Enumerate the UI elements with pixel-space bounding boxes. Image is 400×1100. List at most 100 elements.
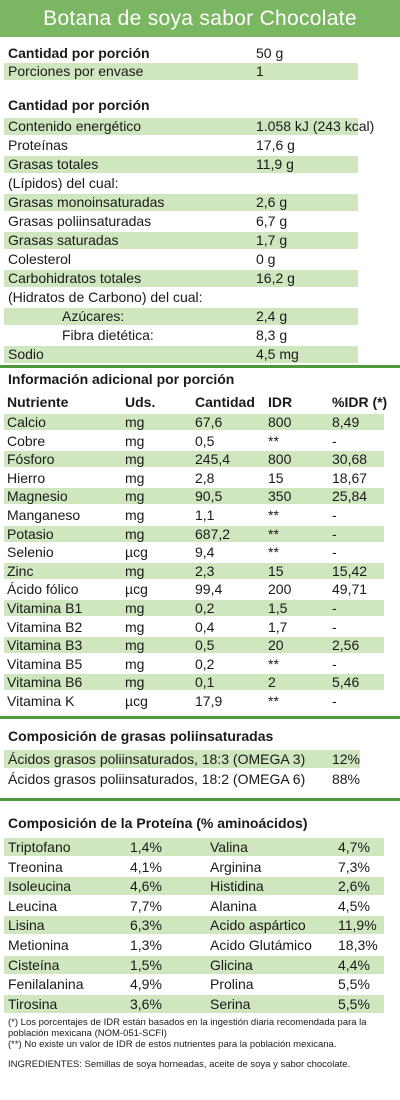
mineral-cell: mg [125, 618, 145, 635]
amino-cell: Tirosina [8, 995, 58, 1012]
minerals-row: Vitamina B2 mg 0,4 1,7 - [4, 619, 384, 635]
mineral-cell: ** [268, 655, 279, 672]
nutrient-value: 11,9 g [256, 156, 294, 172]
amino-cell: Alanina [210, 897, 257, 914]
amino-row: Fenilalanina 4,9% Prolina 5,5% [4, 975, 384, 993]
mineral-cell: Manganeso [7, 507, 81, 523]
nutrient-label: Carbohidratos totales [8, 270, 142, 286]
mineral-cell: mg [125, 674, 145, 691]
minerals-row: Vitamina B5 mg 0,2 ** - [4, 656, 384, 672]
mineral-cell: 18,67 [332, 469, 368, 486]
nutrient-label: Grasas totales [8, 156, 99, 172]
minerals-row: Potasio mg 687,2 ** - [4, 525, 384, 542]
minerals-row: Vitamina K µcg 17,9 ** - [4, 693, 384, 709]
amino-cell: Histidina [210, 878, 264, 895]
amino-cell: Leucina [8, 897, 58, 914]
nutrient-label: Azúcares: [62, 308, 125, 324]
minerals-row: Calcio mg 67,6 800 8,49 [4, 414, 384, 430]
minerals-row: Ácido fólico µcg 99,4 200 49,71 [4, 581, 384, 597]
amino-cell: Metionina [8, 937, 69, 953]
mineral-cell: 15 [268, 469, 284, 486]
section-divider [0, 365, 400, 368]
column-header: Uds. [125, 394, 156, 410]
amino-row: Isoleucina 4,6% Histidina 2,6% [4, 877, 384, 896]
nutrient-label: Colesterol [8, 251, 72, 267]
amino-row: Treonina 4,1% Arginina 7,3% [4, 858, 384, 876]
minerals-row: Vitamina B1 mg 0,2 1,5 - [4, 600, 384, 616]
mineral-cell: mg [125, 637, 145, 654]
amino-cell: 4,6% [130, 878, 162, 895]
amino-cell: Acido Glutámico [210, 937, 312, 953]
amino-cell: Prolina [210, 976, 254, 993]
mineral-cell: 2,56 [332, 637, 360, 654]
amino-cell: 3,6% [130, 995, 162, 1012]
mineral-cell: - [332, 507, 337, 523]
nutrition-row: Grasas saturadas 1,7 g [4, 232, 358, 249]
footnote-idr: (*) Los porcentajes de IDR están basados… [8, 1017, 367, 1039]
mineral-cell: µcg [125, 544, 148, 561]
amino-cell: Cisteína [8, 956, 60, 973]
mineral-cell: ** [268, 544, 279, 561]
mineral-cell: Vitamina B5 [7, 655, 83, 672]
amino-cell: 6,3% [130, 917, 162, 934]
mineral-cell: Vitamina B6 [7, 674, 83, 691]
mineral-cell: mg [125, 525, 145, 542]
amino-cell: 18,3% [338, 937, 378, 953]
mineral-cell: - [332, 693, 337, 709]
mineral-cell: 67,6 [195, 414, 223, 430]
mineral-cell: mg [125, 488, 145, 505]
amino-cell: 1,5% [130, 956, 162, 973]
mineral-cell: 1,7 [268, 618, 288, 635]
mineral-cell: - [332, 618, 337, 635]
fat-row: Ácidos grasos poliinsaturados, 18:3 (OME… [4, 750, 360, 768]
mineral-cell: mg [125, 432, 145, 449]
nutrient-value: 16,2 g [256, 270, 295, 286]
nutrient-value: 2,6 g [256, 194, 288, 210]
amino-cell: 4,7% [338, 839, 370, 855]
mineral-cell: - [332, 432, 337, 449]
mineral-cell: 17,9 [195, 693, 223, 709]
mineral-cell: mg [125, 451, 145, 468]
section-divider [0, 798, 400, 801]
minerals-row: Vitamina B3 mg 0,5 20 2,56 [4, 637, 384, 654]
mineral-cell: Vitamina B2 [7, 618, 83, 635]
minerals-title: Información adicional por porción [8, 371, 235, 387]
fat-value: 12% [331, 751, 360, 767]
nutrient-value: 0 g [256, 251, 276, 267]
minerals-row: Magnesio mg 90,5 350 25,84 [4, 488, 384, 505]
amino-cell: 7,3% [338, 858, 370, 875]
fats-title: Composición de grasas poliinsaturadas [8, 728, 274, 744]
ingredients-text: INGREDIENTES: Semillas de soya horneadas… [8, 1059, 351, 1070]
mineral-cell: 0,5 [195, 637, 215, 654]
column-header: %IDR (*) [332, 394, 388, 410]
serving-value: 1 [256, 63, 264, 79]
nutrition-row: Grasas monoinsaturadas 2,6 g [4, 194, 358, 211]
nutrient-value: 2,4 g [256, 308, 288, 324]
column-header: IDR [268, 394, 293, 410]
amino-cell: Valina [210, 839, 248, 855]
mineral-cell: - [332, 525, 337, 542]
amino-cell: 4,5% [338, 897, 370, 914]
mineral-cell: Hierro [7, 469, 46, 486]
mineral-cell: 800 [268, 451, 292, 468]
nutrition-row: Grasas poliinsaturadas 6,7 g [4, 213, 358, 230]
minerals-row: Zinc mg 2,3 15 15,42 [4, 562, 384, 579]
mineral-cell: 0,1 [195, 674, 215, 691]
serving-row: Porciones por envase 1 [4, 63, 358, 80]
nutrition-row: Grasas totales 11,9 g [4, 156, 358, 173]
mineral-cell: 1,1 [195, 507, 215, 523]
amino-row: Metionina 1,3% Acido Glutámico 18,3% [4, 936, 384, 954]
mineral-cell: - [332, 544, 337, 561]
nutrition-row: Azúcares: 2,4 g [4, 308, 358, 325]
fat-label: Ácidos grasos poliinsaturados, 18:2 (OME… [8, 771, 306, 787]
minerals-row: Manganeso mg 1,1 ** - [4, 507, 384, 523]
nutrition-row: Carbohidratos totales 16,2 g [4, 270, 358, 287]
mineral-cell: mg [125, 469, 145, 486]
nutrient-value: 1,7 g [256, 232, 288, 248]
mineral-cell: mg [125, 507, 145, 523]
fat-value: 88% [331, 771, 360, 787]
mineral-cell: 2 [268, 674, 276, 691]
mineral-cell: mg [125, 600, 145, 616]
mineral-cell: 90,5 [195, 488, 223, 505]
mineral-cell: 0,4 [195, 618, 215, 635]
